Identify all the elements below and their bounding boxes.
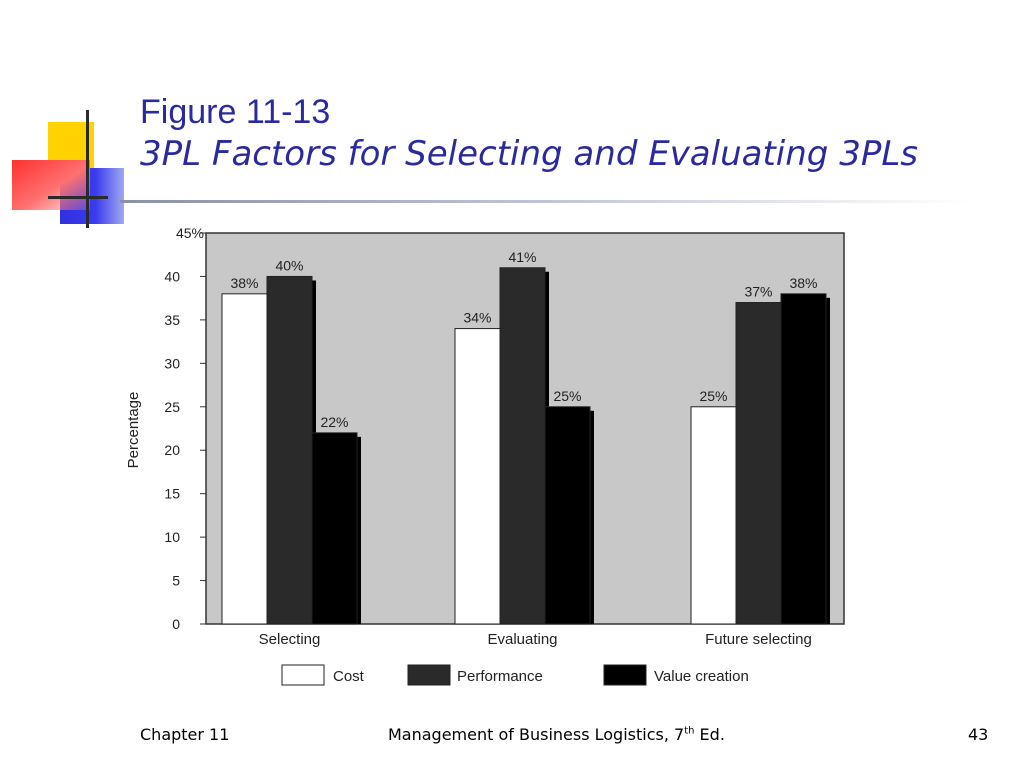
- y-tick-label: 35: [164, 312, 180, 328]
- bar: [690, 406, 737, 625]
- bar-value-label: 25%: [699, 388, 727, 404]
- y-tick-label: 25: [164, 399, 180, 415]
- y-tick-label: 40: [164, 268, 180, 284]
- y-axis-label: Percentage: [125, 392, 142, 469]
- footer-book-title-sup: th: [684, 725, 695, 737]
- logo-horizontal-line: [48, 196, 108, 199]
- y-tick-label: 0: [172, 616, 180, 632]
- y-tick-label: 5: [172, 573, 180, 589]
- legend-swatch: [407, 664, 451, 686]
- legend-label: Performance: [457, 668, 543, 685]
- bar: [544, 406, 591, 625]
- bar-value-label: 38%: [230, 275, 258, 291]
- title-caption: 3PL Factors for Selecting and Evaluating…: [140, 134, 918, 174]
- footer-book-title: Management of Business Logistics, 7th Ed…: [388, 725, 725, 744]
- bar: [735, 302, 782, 625]
- legend-swatch: [281, 664, 325, 686]
- bar: [454, 328, 501, 625]
- x-tick-label: Evaluating: [487, 631, 557, 648]
- x-tick-label: Future selecting: [705, 631, 812, 648]
- legend-label: Value creation: [654, 668, 749, 685]
- x-tick-label: Selecting: [259, 631, 321, 648]
- y-tick-label: 20: [164, 442, 180, 458]
- bar-value-label: 40%: [275, 257, 303, 273]
- bar-value-label: 22%: [320, 414, 348, 430]
- footer-chapter: Chapter 11: [140, 725, 230, 744]
- bar: [311, 432, 358, 625]
- bar: [780, 293, 827, 625]
- y-tick-label: 15: [164, 486, 180, 502]
- footer-book-title-main: Management of Business Logistics, 7: [388, 725, 685, 744]
- bar-value-label: 37%: [744, 284, 772, 300]
- logo-vertical-line: [86, 110, 89, 228]
- bar: [499, 267, 546, 625]
- bar: [221, 293, 268, 625]
- legend-swatch: [603, 664, 647, 686]
- bar-value-label: 25%: [553, 388, 581, 404]
- slide-title: Figure 11-13 3PL Factors for Selecting a…: [140, 92, 918, 176]
- legend-label: Cost: [333, 668, 365, 685]
- y-tick-label: 45%: [176, 225, 204, 241]
- y-tick-label: 30: [164, 355, 180, 371]
- y-tick-label: 10: [164, 529, 180, 545]
- footer-page-number: 43: [968, 725, 989, 744]
- logo-red-square: [12, 160, 90, 210]
- bar-value-label: 34%: [463, 310, 491, 326]
- bar-value-label: 38%: [789, 275, 817, 291]
- bar-value-label: 41%: [508, 249, 536, 265]
- footer-book-title-end: Ed.: [694, 725, 725, 744]
- title-figure-number: Figure 11-13: [140, 93, 331, 131]
- bar: [266, 275, 313, 625]
- title-divider: [120, 200, 970, 203]
